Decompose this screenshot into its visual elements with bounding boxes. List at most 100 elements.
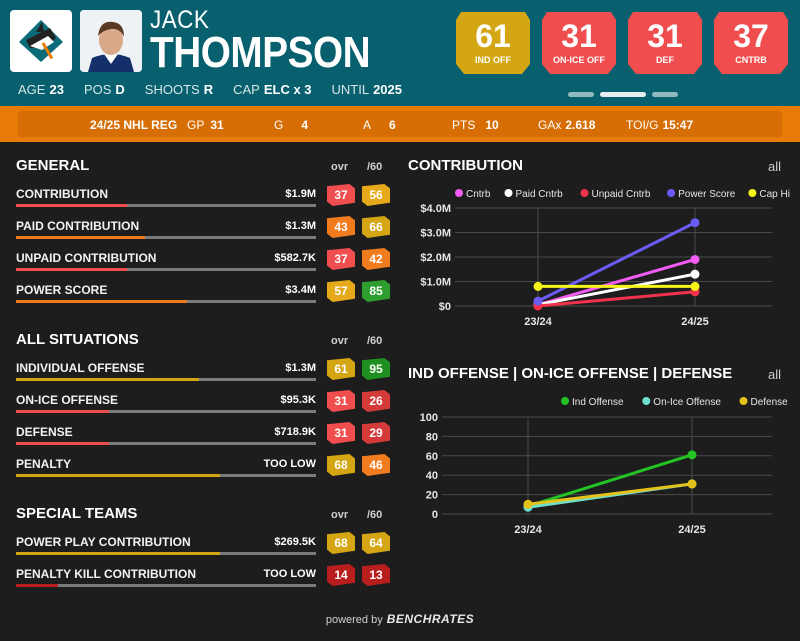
rating-tile-on-ice-off[interactable]: 31 ON-ICE OFF [542, 12, 616, 74]
col-header-per60: /60 [367, 509, 383, 521]
carousel-dot[interactable] [568, 92, 594, 97]
series-line [537, 221, 696, 303]
carousel-dots [568, 92, 678, 97]
metric-label: UNPAID CONTRIBUTION [16, 251, 157, 265]
legend-label: Paid Cntrb [516, 189, 564, 200]
metric-bar-fill [16, 236, 145, 239]
tile-value: 37 [733, 18, 769, 54]
metric-bar-track [16, 236, 316, 239]
series-line [537, 258, 696, 307]
legend-label: Unpaid Cntrb [592, 189, 651, 200]
info-label: SHOOTS [144, 82, 200, 97]
col-header-ovr: ovr [331, 509, 349, 521]
metric-bar-fill [16, 268, 127, 271]
powered-by-text: powered by [325, 614, 383, 626]
per60-badge: 66 [362, 216, 390, 238]
legend-label: Cntrb [466, 189, 491, 200]
stat-label: GP [187, 118, 205, 132]
season-stats-bar [0, 106, 800, 142]
series-line [537, 272, 696, 307]
data-point [533, 296, 543, 306]
carousel-dot-active[interactable] [600, 92, 646, 97]
x-tick-label: 23/24 [524, 316, 552, 328]
series-line [527, 453, 693, 508]
ovr-badge: 37 [327, 184, 355, 206]
y-tick-label: 40 [426, 470, 438, 482]
col-header-ovr: ovr [331, 161, 349, 173]
tile-label: DEF [656, 55, 674, 65]
offense-chart-title: IND OFFENSE | ON-ICE OFFENSE | DEFENSE [408, 365, 733, 382]
metric-bar-track [16, 442, 316, 445]
contribution-all-link[interactable]: all [768, 159, 782, 174]
stat-value: 4 [301, 118, 309, 132]
per60-badge: 29 [362, 422, 390, 444]
player-header: JACK THOMPSON AGE 23 POS D SHOOTS R CAP ELC … [0, 0, 800, 106]
legend-swatch [561, 397, 569, 405]
legend-swatch [739, 397, 748, 405]
metric-bar-fill [16, 474, 220, 477]
stat-value: 6 [389, 118, 396, 132]
carousel-dot[interactable] [652, 92, 678, 97]
data-point [533, 281, 543, 291]
brand-name[interactable]: BENCHRATES [386, 612, 475, 626]
metric-label: INDIVIDUAL OFFENSE [16, 361, 145, 375]
y-tick-label: 0 [432, 509, 438, 521]
x-tick-label: 24/25 [681, 316, 709, 328]
legend-swatch [504, 189, 513, 197]
metric-bar-fill [16, 300, 187, 303]
ovr-badge: 37 [327, 248, 355, 270]
tile-label: CNTRB [735, 55, 767, 65]
metric-bar-fill [16, 378, 199, 381]
metric-value: $582.7K [274, 252, 316, 264]
season-label: 24/25 NHL REG [90, 118, 177, 132]
metric-value: $1.3M [285, 220, 316, 232]
ovr-badge: 14 [327, 564, 355, 586]
rating-tile-cntrb[interactable]: 37 CNTRB [714, 12, 788, 74]
info-label: UNTIL [331, 82, 370, 97]
legend-label: Cap Hit [759, 189, 790, 200]
legend-swatch [642, 397, 651, 405]
data-point [690, 218, 700, 228]
x-tick-label: 23/24 [514, 524, 542, 536]
metric-value: TOO LOW [263, 568, 316, 580]
metric-value: $3.4M [285, 284, 316, 296]
section-title: GENERAL [16, 157, 90, 174]
metric-value: $1.9M [285, 188, 316, 200]
stat-value: 31 [210, 118, 224, 132]
legend-swatch [748, 189, 757, 197]
metric-label: ON-ICE OFFENSE [16, 393, 119, 407]
player-info-row: AGE 23 POS D SHOOTS R CAP ELC x 3 UNTIL 2025 [18, 82, 422, 97]
player-last-name: THOMPSON [150, 28, 371, 77]
info-value-age: 23 [49, 82, 64, 97]
metric-value: $1.3M [285, 362, 316, 374]
section-title: SPECIAL TEAMS [16, 505, 138, 522]
metric-bar-fill [16, 552, 220, 555]
contribution-chart-title: CONTRIBUTION [408, 157, 523, 174]
metric-label: POWER PLAY CONTRIBUTION [16, 535, 191, 549]
metric-value: $718.9K [274, 426, 316, 438]
info-value-until: 2025 [373, 82, 402, 97]
series-line [527, 482, 693, 506]
legend-swatch [580, 189, 589, 197]
per60-badge: 13 [362, 564, 390, 586]
data-point [687, 450, 697, 460]
x-tick-label: 24/25 [678, 524, 706, 536]
info-label: AGE [18, 82, 46, 97]
col-header-per60: /60 [367, 161, 383, 173]
y-tick-label: $2.0M [420, 252, 451, 264]
y-tick-label: $3.0M [420, 228, 451, 240]
rating-tile-ind-off[interactable]: 61 IND OFF [456, 12, 530, 74]
ovr-badge: 31 [327, 390, 355, 412]
main-panel [0, 142, 800, 641]
metric-value: TOO LOW [263, 458, 316, 470]
offense-all-link[interactable]: all [768, 367, 782, 382]
ovr-badge: 68 [327, 532, 355, 554]
offense-chart: Ind Offense On-Ice Offense Defense 0 20 40 60 8… [420, 397, 788, 536]
y-tick-label: $4.0M [420, 203, 451, 215]
metric-label: POWER SCORE [16, 283, 108, 297]
ovr-badge: 68 [327, 454, 355, 476]
metric-bar-track [16, 552, 316, 555]
rating-tile-def[interactable]: 31 DEF [628, 12, 702, 74]
stat-pts: PTS 10 [452, 118, 499, 132]
